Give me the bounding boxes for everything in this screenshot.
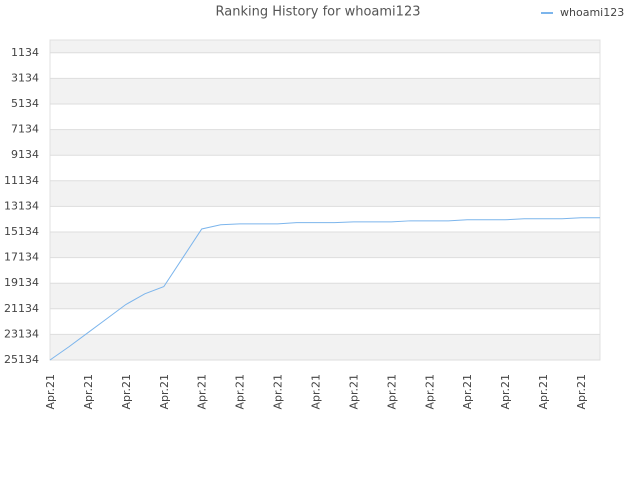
plot-band <box>50 78 600 104</box>
plot-band <box>50 257 600 284</box>
plot-band <box>50 283 600 309</box>
y-tick-label: 13134 <box>4 199 39 212</box>
chart-title: Ranking History for whoami123 <box>216 5 421 20</box>
plot-band <box>50 104 600 130</box>
x-tick-label: Apr.21 <box>575 374 588 410</box>
plot-band <box>50 308 600 335</box>
y-tick-label: 23134 <box>4 327 39 340</box>
y-tick-label: 19134 <box>4 276 39 289</box>
x-tick-label: Apr.21 <box>158 374 171 410</box>
y-tick-label: 15134 <box>4 225 39 238</box>
y-tick-label: 17134 <box>4 251 39 264</box>
x-tick-label: Apr.21 <box>461 374 474 410</box>
y-tick-label: 21134 <box>4 302 39 315</box>
x-tick-label: Apr.21 <box>82 374 95 410</box>
x-tick-label: Apr.21 <box>196 374 209 410</box>
plot-band <box>50 180 600 207</box>
x-tick-label: Apr.21 <box>347 374 360 410</box>
plot-band <box>50 155 600 181</box>
y-tick-label: 3134 <box>11 71 39 84</box>
x-tick-label: Apr.21 <box>499 374 512 410</box>
y-tick-label: 9134 <box>11 148 39 161</box>
x-tick-label: Apr.21 <box>537 374 550 410</box>
y-tick-label: 1134 <box>11 46 39 59</box>
y-tick-label: 5134 <box>11 97 39 110</box>
legend-label: whoami123 <box>560 6 624 19</box>
x-tick-label: Apr.21 <box>272 374 285 410</box>
series-line <box>49 217 600 361</box>
y-tick-label: 11134 <box>4 174 39 187</box>
plot-band <box>50 334 600 360</box>
x-tick-label: Apr.21 <box>120 374 133 410</box>
x-tick-label: Apr.21 <box>234 374 247 410</box>
x-tick-label: Apr.21 <box>385 374 398 410</box>
y-tick-label: 25134 <box>4 353 39 366</box>
x-tick-label: Apr.21 <box>423 374 436 410</box>
plot-band <box>50 129 600 156</box>
y-tick-label: 7134 <box>11 123 39 136</box>
plot-band <box>50 52 600 79</box>
plot-band <box>50 232 600 258</box>
x-tick-label: Apr.21 <box>310 374 323 410</box>
plot-band <box>50 40 600 53</box>
x-tick-label: Apr.21 <box>44 374 57 410</box>
